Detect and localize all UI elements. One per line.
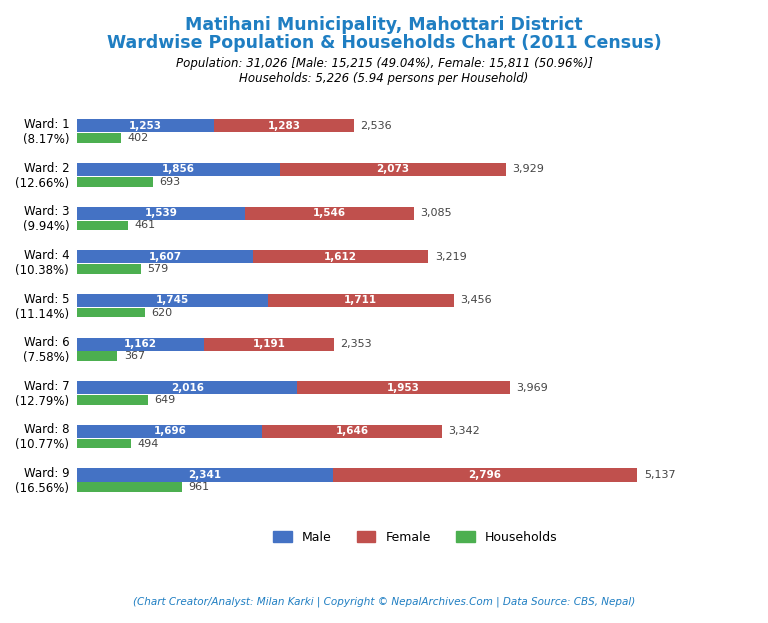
Text: 2,353: 2,353 bbox=[340, 339, 372, 349]
Text: 1,539: 1,539 bbox=[145, 208, 177, 218]
Bar bbox=[267, 294, 454, 307]
Text: 2,536: 2,536 bbox=[360, 121, 392, 131]
Text: 1,745: 1,745 bbox=[156, 295, 189, 305]
Bar bbox=[204, 338, 334, 351]
Text: Wardwise Population & Households Chart (2011 Census): Wardwise Population & Households Chart (… bbox=[107, 34, 661, 52]
Text: 2,073: 2,073 bbox=[376, 164, 409, 174]
Text: 367: 367 bbox=[124, 351, 145, 361]
Text: (Chart Creator/Analyst: Milan Karki | Copyright © NepalArchives.Com | Data Sourc: (Chart Creator/Analyst: Milan Karki | Co… bbox=[133, 597, 635, 607]
Text: 2,016: 2,016 bbox=[170, 383, 204, 392]
Bar bbox=[78, 381, 297, 394]
Bar bbox=[78, 425, 262, 438]
Text: 693: 693 bbox=[160, 177, 180, 187]
Bar bbox=[78, 264, 141, 273]
Text: 579: 579 bbox=[147, 264, 168, 274]
Text: 1,162: 1,162 bbox=[124, 339, 157, 349]
Text: Households: 5,226 (5.94 persons per Household): Households: 5,226 (5.94 persons per Hous… bbox=[240, 72, 528, 85]
Text: 1,646: 1,646 bbox=[336, 426, 369, 436]
Bar bbox=[214, 119, 354, 133]
Bar bbox=[78, 439, 131, 449]
Text: 3,969: 3,969 bbox=[516, 383, 548, 392]
Text: 1,711: 1,711 bbox=[344, 295, 377, 305]
Text: 1,546: 1,546 bbox=[313, 208, 346, 218]
Bar bbox=[245, 207, 414, 220]
Text: 3,929: 3,929 bbox=[512, 164, 544, 174]
Text: 1,696: 1,696 bbox=[154, 426, 187, 436]
Bar bbox=[78, 294, 267, 307]
Bar bbox=[78, 250, 253, 264]
Bar bbox=[297, 381, 510, 394]
Text: 649: 649 bbox=[154, 395, 176, 405]
Text: 3,219: 3,219 bbox=[435, 252, 466, 262]
Bar bbox=[78, 351, 118, 361]
Text: 2,796: 2,796 bbox=[468, 470, 502, 480]
Bar bbox=[78, 177, 153, 186]
Bar bbox=[78, 468, 333, 482]
Text: 1,191: 1,191 bbox=[253, 339, 286, 349]
Legend: Male, Female, Households: Male, Female, Households bbox=[268, 526, 562, 549]
Bar bbox=[78, 119, 214, 133]
Text: 2,341: 2,341 bbox=[188, 470, 221, 480]
Text: 3,085: 3,085 bbox=[420, 208, 452, 218]
Text: 1,283: 1,283 bbox=[267, 121, 300, 131]
Bar bbox=[78, 482, 182, 492]
Bar bbox=[253, 250, 429, 264]
Bar bbox=[78, 133, 121, 143]
Text: 961: 961 bbox=[189, 482, 210, 492]
Text: 494: 494 bbox=[137, 439, 159, 449]
Text: 3,342: 3,342 bbox=[449, 426, 480, 436]
Text: 402: 402 bbox=[127, 133, 149, 143]
Bar bbox=[78, 338, 204, 351]
Bar bbox=[78, 308, 145, 318]
Bar bbox=[78, 395, 148, 405]
Text: 1,253: 1,253 bbox=[129, 121, 162, 131]
Bar bbox=[333, 468, 637, 482]
Text: 1,856: 1,856 bbox=[162, 164, 195, 174]
Bar bbox=[78, 207, 245, 220]
Text: 3,456: 3,456 bbox=[461, 295, 492, 305]
Text: 1,612: 1,612 bbox=[324, 252, 357, 262]
Text: 5,137: 5,137 bbox=[644, 470, 675, 480]
Text: 1,953: 1,953 bbox=[387, 383, 420, 392]
Text: 620: 620 bbox=[151, 308, 173, 318]
Bar bbox=[78, 163, 280, 176]
Text: 1,607: 1,607 bbox=[148, 252, 181, 262]
Text: Matihani Municipality, Mahottari District: Matihani Municipality, Mahottari Distric… bbox=[185, 16, 583, 34]
Text: Population: 31,026 [Male: 15,215 (49.04%), Female: 15,811 (50.96%)]: Population: 31,026 [Male: 15,215 (49.04%… bbox=[176, 57, 592, 70]
Bar bbox=[262, 425, 442, 438]
Bar bbox=[78, 221, 127, 230]
Text: 461: 461 bbox=[134, 221, 155, 231]
Bar bbox=[280, 163, 505, 176]
